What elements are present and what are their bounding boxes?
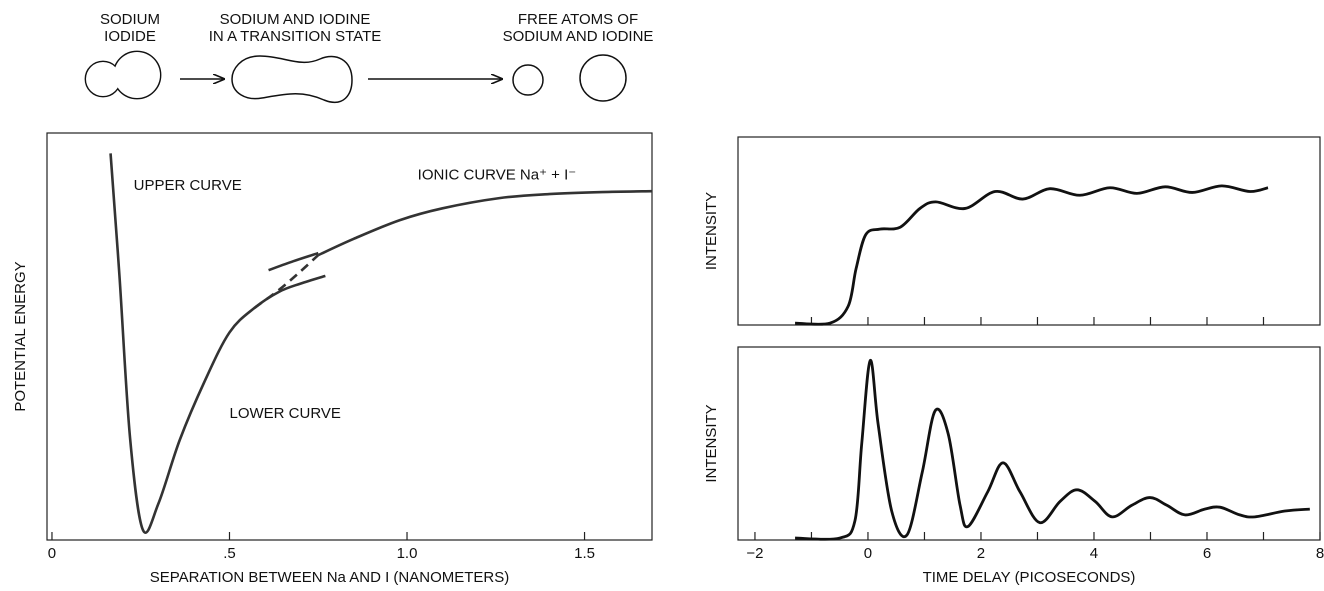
- plot-frame: [46, 132, 653, 541]
- diagram-label: FREE ATOMS OF: [518, 11, 638, 28]
- curve: [317, 189, 653, 257]
- x-tick-label: −2: [746, 545, 763, 562]
- annotation: IONIC CURVE Na⁺ + I⁻: [418, 167, 577, 184]
- curve: [795, 184, 1269, 326]
- x-tick-label: 0: [864, 545, 872, 562]
- curve: [253, 254, 320, 310]
- x-tick-label: 4: [1090, 545, 1098, 562]
- plot-frame: [737, 136, 1321, 326]
- x-tick-label: 2: [977, 545, 985, 562]
- curve: [795, 359, 1310, 541]
- diagram-label: IN A TRANSITION STATE: [209, 28, 382, 45]
- diagram-label: IODIDE: [104, 28, 156, 45]
- annotation: UPPER CURVE: [134, 177, 242, 194]
- diagram-label: SODIUM AND IODINE: [503, 28, 654, 45]
- molecule-diagram: [84, 50, 627, 103]
- diagram-label: SODIUM: [100, 11, 160, 28]
- x-axis-label: SEPARATION BETWEEN Na AND I (NANOMETERS): [150, 569, 510, 586]
- x-tick-label: 1.5: [574, 545, 595, 562]
- x-tick-label: 8: [1316, 545, 1324, 562]
- y-axis-label: INTENSITY: [703, 404, 720, 482]
- annotation: LOWER CURVE: [229, 405, 340, 422]
- x-tick-label: .5: [223, 545, 236, 562]
- x-tick-label: 0: [48, 545, 56, 562]
- y-axis-label: INTENSITY: [703, 192, 720, 270]
- y-axis-label: POTENTIAL ENERGY: [12, 261, 29, 411]
- curve: [109, 153, 326, 534]
- plot-frame: [737, 346, 1321, 541]
- x-tick-label: 6: [1203, 545, 1211, 562]
- x-axis-label: TIME DELAY (PICOSECONDS): [923, 569, 1136, 586]
- x-tick-label: 1.0: [397, 545, 418, 562]
- diagram-label: SODIUM AND IODINE: [220, 11, 371, 28]
- curve: [268, 251, 319, 272]
